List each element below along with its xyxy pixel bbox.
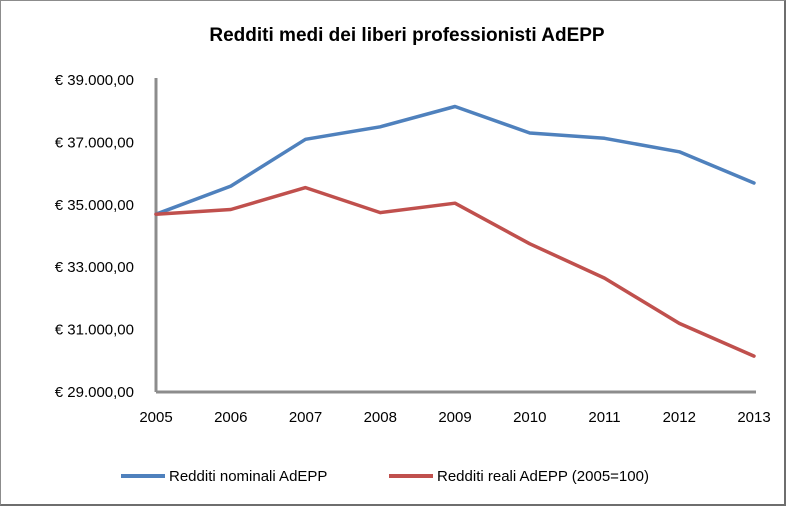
chart-title: Redditi medi dei liberi professionisti A… bbox=[209, 25, 605, 46]
series-line-2 bbox=[154, 185, 756, 358]
y-tick-label: € 33.000,00 bbox=[55, 259, 134, 276]
x-tick-label: 2007 bbox=[289, 409, 322, 426]
legend-label-2: Redditi reali AdEPP (2005=100) bbox=[437, 468, 649, 485]
y-tick-label: € 37.000,00 bbox=[55, 134, 134, 151]
x-tick-label: 2012 bbox=[663, 409, 696, 426]
y-tick-label: € 29.000,00 bbox=[55, 384, 134, 401]
series-lines bbox=[154, 104, 756, 358]
legend: Redditi nominali AdEPP Redditi reali AdEP… bbox=[121, 468, 649, 485]
x-tick-label: 2009 bbox=[438, 409, 471, 426]
x-tick-label: 2011 bbox=[588, 409, 620, 426]
x-tick-label: 2008 bbox=[364, 409, 397, 426]
x-tick-label: 2010 bbox=[513, 409, 546, 426]
legend-label-1: Redditi nominali AdEPP bbox=[169, 468, 327, 485]
y-tick-label: € 39.000,00 bbox=[55, 72, 134, 89]
y-axis-labels: € 29.000,00 € 31.000,00 € 33.000,00 € 35.00… bbox=[55, 72, 134, 401]
x-axis-labels: 2005 2006 2007 2008 2009 2010 2011 2012 2013 bbox=[139, 409, 770, 426]
x-tick-label: 2013 bbox=[737, 409, 770, 426]
y-tick-label: € 31.000,00 bbox=[55, 322, 134, 339]
y-tick-label: € 35.000,00 bbox=[55, 197, 134, 214]
x-tick-label: 2005 bbox=[139, 409, 172, 426]
x-tick-label: 2006 bbox=[214, 409, 247, 426]
series-line-1 bbox=[154, 104, 756, 216]
